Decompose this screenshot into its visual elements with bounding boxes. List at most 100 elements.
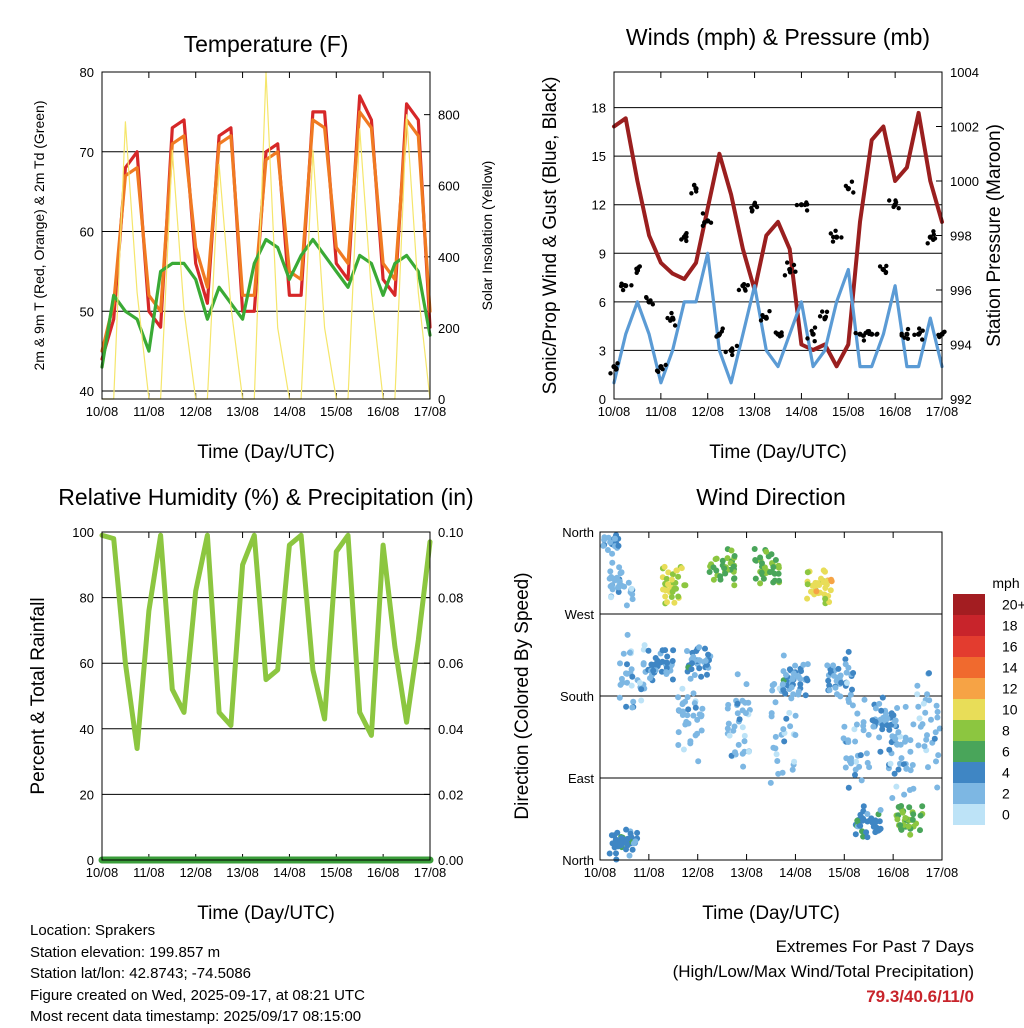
data-point xyxy=(662,647,669,654)
data-point xyxy=(688,660,695,667)
data-point xyxy=(724,705,731,712)
data-point xyxy=(828,231,833,236)
data-point xyxy=(620,287,626,293)
data-point xyxy=(684,648,690,654)
data-point xyxy=(857,811,864,818)
data-point xyxy=(721,565,728,572)
data-point xyxy=(863,750,870,757)
data-point xyxy=(626,852,633,859)
data-point xyxy=(684,694,691,701)
y-right-tick-label: 1004 xyxy=(950,65,979,80)
x-tick-label: 10/08 xyxy=(598,404,631,419)
data-point xyxy=(845,696,852,703)
data-point xyxy=(893,198,898,203)
data-point xyxy=(858,777,865,784)
station-elevation: Station elevation: 199.857 m xyxy=(30,943,221,961)
data-point xyxy=(779,681,786,688)
data-point xyxy=(935,752,942,759)
data-point xyxy=(664,659,671,666)
data-point xyxy=(889,795,896,801)
data-point xyxy=(812,582,819,589)
data-point xyxy=(645,647,652,654)
data-point xyxy=(861,696,868,703)
series-line xyxy=(100,237,432,369)
x-tick-label: 14/08 xyxy=(785,404,818,419)
y-right-tick-label: 994 xyxy=(950,338,972,353)
y-tick-label: East xyxy=(568,771,594,786)
colorbar-label: 12 xyxy=(1002,681,1018,697)
data-point xyxy=(876,734,883,741)
data-point xyxy=(919,803,926,810)
data-point xyxy=(886,726,893,733)
data-point xyxy=(901,791,908,798)
colorbar-label: 8 xyxy=(1002,723,1010,739)
data-point xyxy=(640,660,647,667)
data-point xyxy=(616,840,623,846)
data-point xyxy=(638,697,645,704)
y-right-tick-label: 996 xyxy=(950,283,972,298)
data-point xyxy=(788,695,795,702)
data-point xyxy=(710,576,717,583)
x-tick-label: 11/08 xyxy=(645,404,677,419)
data-point xyxy=(849,179,855,184)
x-tick-label: 11/08 xyxy=(633,865,665,880)
colorbar-swatch xyxy=(953,678,985,699)
data-point xyxy=(909,762,916,768)
y-tick-label: 40 xyxy=(80,384,94,399)
data-point xyxy=(926,670,932,677)
data-point xyxy=(623,840,630,847)
data-point xyxy=(854,817,861,824)
x-tick-label: 12/08 xyxy=(691,404,724,419)
data-point xyxy=(931,232,936,237)
data-point xyxy=(609,559,616,566)
x-tick-label: 10/08 xyxy=(584,865,617,880)
data-point xyxy=(741,732,748,739)
data-point xyxy=(612,535,618,542)
y-tick-label: 100 xyxy=(72,525,94,540)
data-point xyxy=(925,241,930,246)
data-point xyxy=(720,326,725,331)
data-point xyxy=(931,735,938,742)
y-axis-label: Sonic/Prop Wind & Gust (Blue, Black) xyxy=(540,77,561,395)
data-point xyxy=(809,328,814,334)
data-point xyxy=(624,631,631,638)
y-axis-label: 2m & 9m T (Red, Orange) & 2m Td (Green) xyxy=(31,101,47,371)
data-point xyxy=(629,704,636,711)
colorbar-label: 4 xyxy=(1002,765,1010,781)
data-point xyxy=(934,714,941,721)
x-tick-label: 11/08 xyxy=(133,865,165,880)
data-point xyxy=(798,668,804,675)
y-right-tick-label: 0.06 xyxy=(438,656,463,671)
data-point xyxy=(859,817,866,824)
data-point xyxy=(902,335,907,340)
data-point xyxy=(845,648,852,655)
y-right-tick-label: 0 xyxy=(438,392,445,407)
y-tick-label: 50 xyxy=(80,304,94,319)
data-point xyxy=(628,682,635,689)
data-point xyxy=(696,644,703,651)
data-point xyxy=(616,694,623,701)
data-point xyxy=(772,557,779,563)
data-point xyxy=(662,593,669,600)
data-point xyxy=(644,295,649,301)
data-point xyxy=(923,736,930,743)
data-point xyxy=(731,575,738,582)
colorbar-swatch xyxy=(953,699,985,720)
panel-1: Winds (mph) & Pressure (mb) 10/08 11/08 12/… xyxy=(540,24,1005,463)
data-point xyxy=(847,758,853,765)
data-point xyxy=(607,539,614,546)
data-point xyxy=(772,733,779,740)
y-right-axis-label: Solar Insolation (Yellow) xyxy=(479,161,495,311)
data-point xyxy=(845,739,852,745)
data-point xyxy=(874,332,879,337)
data-point xyxy=(792,712,799,719)
data-point xyxy=(601,534,608,541)
data-point xyxy=(792,732,799,738)
y-tick-label: 60 xyxy=(80,225,94,240)
data-point xyxy=(706,569,713,575)
data-point xyxy=(682,582,689,589)
data-point xyxy=(668,318,673,323)
y-right-axis-label: Station Pressure (Maroon) xyxy=(984,124,1005,347)
data-point xyxy=(619,281,624,286)
data-point xyxy=(687,675,694,682)
